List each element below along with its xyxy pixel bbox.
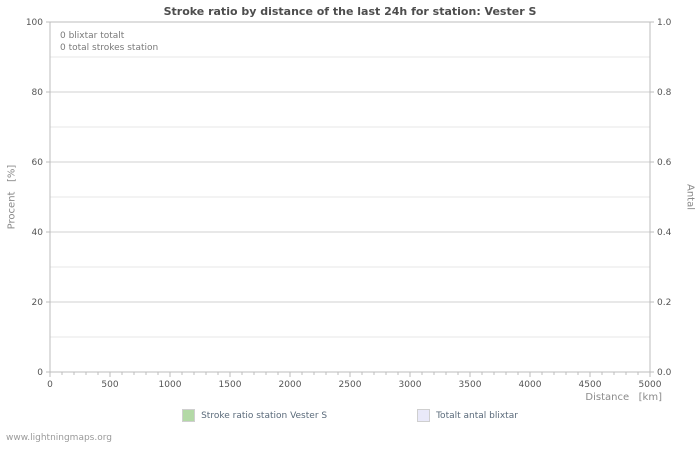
y-right-tick-label: 0.2 [657, 298, 671, 308]
annotation-total-strokes: 0 blixtar totalt [60, 31, 125, 41]
x-tick-label: 4000 [519, 380, 542, 390]
x-axis-label: Distance [km] [585, 392, 662, 403]
legend-item-total-strokes: Totalt antal blixtar [417, 409, 518, 422]
x-tick-label: 5000 [639, 380, 662, 390]
y-left-tick-label: 40 [32, 228, 44, 238]
y-left-tick-label: 60 [32, 158, 44, 168]
x-tick-label: 1000 [159, 380, 182, 390]
x-tick-label: 500 [101, 380, 118, 390]
legend: Stroke ratio station Vester S Totalt ant… [0, 409, 700, 422]
x-tick-label: 3000 [399, 380, 422, 390]
y-left-tick-label: 20 [32, 298, 44, 308]
legend-item-stroke-ratio: Stroke ratio station Vester S [182, 409, 327, 422]
y-left-tick-label: 80 [32, 88, 44, 98]
x-tick-label: 1500 [219, 380, 242, 390]
y-left-tick-label: 100 [26, 18, 43, 28]
y-right-tick-label: 0.6 [657, 158, 672, 168]
legend-label-stroke-ratio: Stroke ratio station Vester S [201, 410, 328, 421]
x-tick-label: 3500 [459, 380, 482, 390]
legend-swatch-total-strokes [417, 409, 431, 422]
legend-swatch-stroke-ratio [182, 409, 196, 422]
y-axis-label-left: Procent [%] [6, 164, 18, 230]
chart-title: Stroke ratio by distance of the last 24h… [163, 5, 537, 18]
x-tick-label: 0 [47, 380, 53, 390]
x-tick-label: 2500 [339, 380, 362, 390]
plot-annotations: 0 blixtar totalt 0 total strokes station [60, 30, 158, 54]
y-right-tick-label: 0.0 [657, 368, 672, 378]
x-tick-label: 2000 [279, 380, 302, 390]
annotation-station-strokes: 0 total strokes station [60, 43, 159, 53]
x-tick-label: 4500 [579, 380, 602, 390]
y-left-tick-label: 0 [37, 368, 43, 378]
y-right-tick-label: 0.4 [657, 228, 672, 238]
y-right-tick-label: 1.0 [657, 18, 672, 28]
legend-label-total-strokes: Totalt antal blixtar [436, 410, 518, 421]
watermark-url: www.lightningmaps.org [6, 433, 112, 443]
y-axis-label-right: Antal [684, 183, 696, 211]
y-right-tick-label: 0.8 [657, 88, 672, 98]
